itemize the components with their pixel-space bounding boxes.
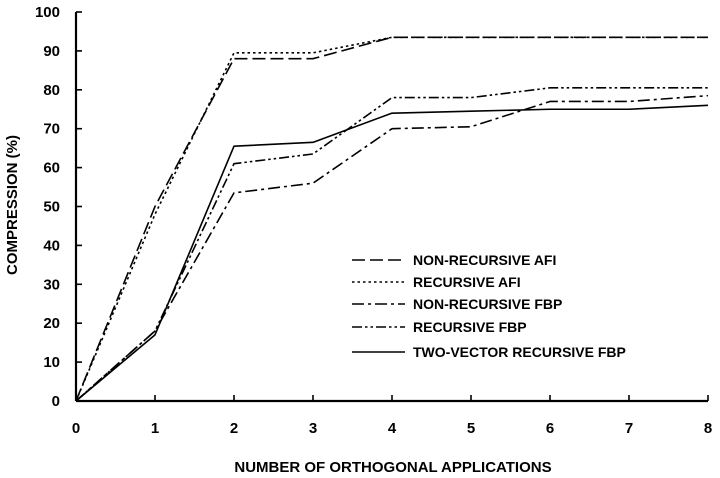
y-tick-label: 80 — [43, 82, 60, 99]
y-axis-ticks: 0 10 20 30 40 50 60 70 80 90 100 — [35, 4, 82, 410]
series-line-non-recursive-fbp — [75, 94, 709, 402]
y-tick-label: 100 — [35, 4, 60, 21]
y-tick-label: 50 — [43, 199, 60, 216]
y-tick-label: 30 — [43, 276, 60, 293]
legend-label: NON-RECURSIVE FBP — [413, 296, 562, 312]
x-tick-label: 1 — [151, 420, 159, 437]
x-tick-label: 5 — [467, 420, 475, 437]
plot-area — [74, 12, 708, 403]
y-tick-label: 90 — [43, 43, 60, 60]
series-lines — [75, 36, 709, 402]
x-tick-label: 4 — [388, 420, 397, 437]
x-tick-label: 3 — [309, 420, 317, 437]
y-tick-label: 10 — [43, 354, 60, 371]
x-tick-label: 8 — [704, 420, 712, 437]
legend: NON-RECURSIVE AFI RECURSIVE AFI NON-RECURS… — [352, 252, 626, 360]
legend-label: TWO-VECTOR RECURSIVE FBP — [413, 344, 626, 360]
y-tick-label: 0 — [52, 393, 60, 410]
x-tick-label: 0 — [72, 420, 80, 437]
legend-label: NON-RECURSIVE AFI — [413, 252, 556, 268]
y-tick-label: 60 — [43, 160, 60, 177]
y-axis-title: COMPRESSION (%) — [4, 135, 21, 275]
series-line-non-recursive-afi — [75, 36, 708, 402]
legend-label: RECURSIVE FBP — [413, 319, 527, 335]
x-tick-label: 6 — [546, 420, 554, 437]
x-axis-title: NUMBER OF ORTHOGONAL APPLICATIONS — [234, 459, 551, 476]
x-tick-label: 7 — [625, 420, 633, 437]
x-axis-ticks: 0 1 2 3 4 5 6 7 8 — [72, 395, 712, 437]
y-tick-label: 20 — [43, 315, 60, 332]
series-line-two-vector-recursive-fbp — [75, 104, 709, 402]
y-tick-label: 40 — [43, 237, 60, 254]
series-line-recursive-fbp — [75, 87, 708, 402]
legend-label: RECURSIVE AFI — [413, 274, 521, 290]
y-tick-label: 70 — [43, 121, 60, 138]
x-tick-label: 2 — [230, 420, 238, 437]
